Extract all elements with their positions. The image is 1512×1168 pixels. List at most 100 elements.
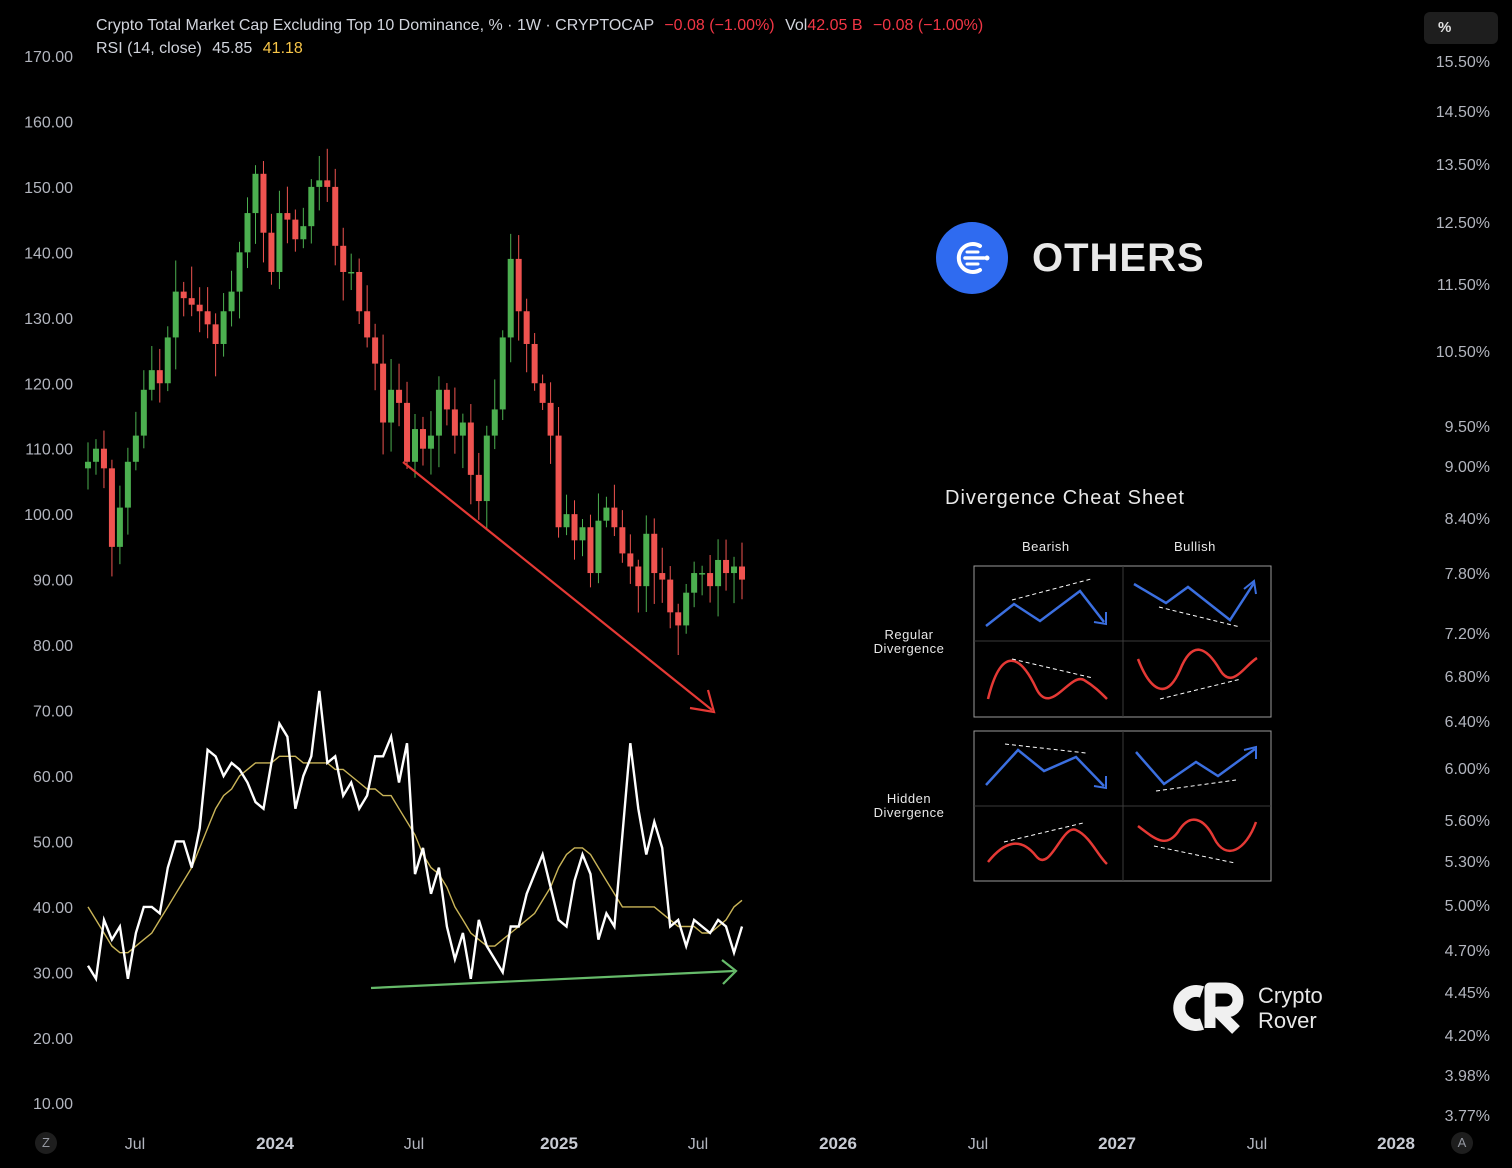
candle-body — [332, 186, 339, 246]
candle-body — [172, 291, 179, 338]
candle-body — [563, 514, 570, 528]
candle-body — [156, 370, 163, 384]
candle-body — [731, 566, 738, 574]
column-label-bearish: Bearish — [1022, 539, 1070, 554]
candle-body — [443, 389, 450, 410]
right-axis-tick: 6.00% — [1445, 761, 1490, 778]
candle-body — [451, 409, 458, 436]
rsi-label: RSI (14, close) — [96, 40, 202, 57]
candle-body — [244, 213, 251, 253]
zoom-button[interactable]: Z — [35, 1132, 57, 1154]
candle-body — [643, 533, 650, 587]
price-change: −0.08 (−1.00%) — [664, 17, 775, 34]
percent-scale-button[interactable]: % — [1424, 12, 1498, 44]
candle-body — [515, 258, 522, 312]
candle-body — [435, 389, 442, 436]
candle-body — [483, 435, 490, 502]
row-label-hidden: Hidden Divergence — [873, 791, 945, 820]
time-axis-tick: Jul — [404, 1136, 424, 1153]
others-logo-icon — [936, 222, 1008, 294]
right-axis-tick: 5.60% — [1445, 813, 1490, 830]
left-axis-tick: 60.00 — [33, 769, 73, 786]
time-axis-tick: 2024 — [256, 1134, 294, 1153]
candle-body — [619, 527, 626, 554]
candle-body — [228, 291, 235, 312]
chart-title-row: Crypto Total Market Cap Excluding Top 10… — [96, 17, 983, 35]
left-axis-tick: 150.00 — [24, 180, 73, 197]
candle-body — [164, 337, 171, 384]
candle-body — [284, 213, 291, 220]
candle-body — [603, 507, 610, 521]
candle-body — [348, 271, 355, 274]
time-axis-tick: 2028 — [1377, 1134, 1415, 1153]
candle-body — [547, 402, 554, 436]
right-axis-tick: 5.00% — [1445, 898, 1490, 915]
candle-body — [555, 435, 562, 528]
candle-body — [85, 461, 91, 469]
right-axis-tick: 7.80% — [1445, 566, 1490, 583]
candle-body — [92, 448, 99, 462]
right-axis-tick: 4.45% — [1445, 985, 1490, 1002]
right-axis-tick: 11.50% — [1437, 277, 1490, 294]
candlestick-series — [85, 148, 745, 656]
divergence-cheat-sheet-grid — [973, 565, 1272, 882]
left-axis-tick: 140.00 — [24, 245, 73, 262]
right-axis-tick: 4.20% — [1445, 1028, 1490, 1045]
chart-title: Crypto Total Market Cap Excluding Top 10… — [96, 17, 654, 34]
candle-body — [475, 474, 482, 502]
rsi-line — [86, 690, 744, 983]
candle-body — [300, 226, 307, 240]
right-axis-tick: 12.50% — [1436, 215, 1490, 232]
volume-label: Vol — [785, 17, 808, 34]
time-axis-tick: Jul — [968, 1136, 988, 1153]
candle-body — [691, 573, 698, 593]
auto-scale-button[interactable]: A — [1451, 1132, 1473, 1154]
candle-body — [316, 180, 323, 187]
candle-body — [148, 370, 155, 390]
right-axis-tick: 9.50% — [1445, 419, 1490, 436]
candle-body — [611, 507, 618, 528]
candle-body — [507, 258, 514, 338]
candle-body — [659, 573, 666, 580]
candle-body — [100, 448, 107, 469]
candle-body — [531, 343, 538, 384]
rsi-up-arrow — [370, 959, 738, 990]
right-axis-tick: 8.40% — [1445, 511, 1490, 528]
right-percent-axis: 15.50% 14.50% 13.50% 12.50% 11.50% 10.50% 9.50… — [1436, 54, 1490, 1125]
rsi-ma-value: 41.18 — [262, 40, 303, 57]
volume-value: 42.05 B — [807, 17, 863, 34]
crypto-rover-name: Crypto Rover — [1258, 983, 1323, 1033]
candle-body — [252, 173, 259, 214]
rsi-value: 45.85 — [212, 40, 253, 57]
candle-body — [132, 435, 139, 462]
candle-body — [699, 573, 706, 575]
candle-body — [683, 592, 690, 626]
candle-body — [579, 527, 586, 541]
candle-body — [276, 213, 283, 272]
price-down-arrow — [402, 461, 716, 714]
candle-body — [419, 429, 426, 449]
crypto-rover-line1: Crypto — [1258, 983, 1323, 1008]
rsi-legend-row: RSI (14, close) 45.85 41.18 — [96, 40, 303, 58]
right-axis-tick: 3.77% — [1445, 1108, 1490, 1125]
candle-body — [467, 422, 474, 475]
left-axis-tick: 170.00 — [24, 49, 73, 66]
time-axis-tick: 2026 — [819, 1134, 857, 1153]
candle-body — [116, 507, 123, 547]
candle-body — [539, 383, 546, 403]
right-axis-tick: 9.00% — [1445, 459, 1490, 476]
row-label-regular: Regular Divergence — [873, 627, 945, 656]
candle-body — [651, 533, 658, 574]
candle-body — [627, 553, 634, 567]
candle-body — [340, 245, 347, 272]
candle-body — [412, 429, 418, 462]
time-axis-tick: Jul — [125, 1136, 145, 1153]
candle-body — [308, 186, 315, 227]
time-axis: Jul 2024 Jul 2025 Jul 2026 Jul 2027 Jul 2028 — [125, 1134, 1415, 1153]
candle-body — [459, 422, 466, 436]
crypto-rover-logo-icon — [1173, 982, 1244, 1034]
candle-body — [268, 232, 275, 272]
candle-body — [204, 311, 211, 325]
time-axis-tick: Jul — [688, 1136, 708, 1153]
right-axis-tick: 4.70% — [1445, 943, 1490, 960]
